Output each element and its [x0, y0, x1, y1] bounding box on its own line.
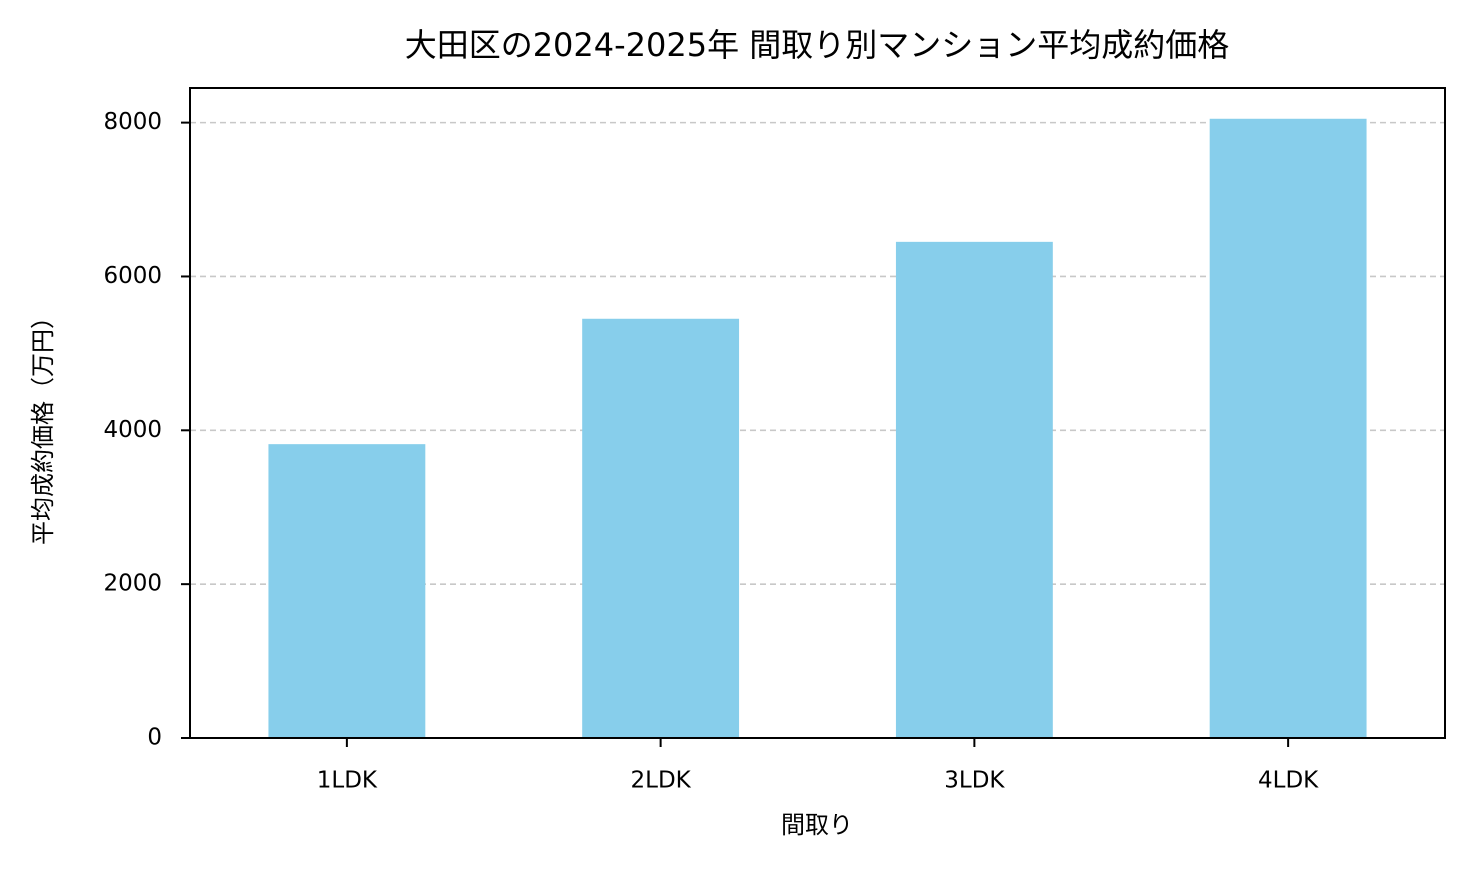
chart-title: 大田区の2024-2025年 間取り別マンション平均成約価格 — [405, 26, 1230, 64]
bar — [895, 241, 1053, 738]
y-tick-label: 6000 — [103, 263, 162, 289]
y-axis-label: 平均成約価格（万円） — [29, 305, 57, 545]
x-axis-label: 間取り — [781, 811, 853, 839]
x-tick-label: 3LDK — [944, 768, 1005, 794]
y-tick-label: 8000 — [103, 109, 162, 135]
plot-frame — [189, 87, 1446, 739]
y-tick-label: 0 — [147, 725, 162, 751]
y-tick-label: 2000 — [103, 571, 162, 597]
bar — [582, 318, 740, 738]
bar — [268, 444, 426, 738]
x-tick-label: 1LDK — [317, 768, 378, 794]
x-tick-label: 4LDK — [1258, 768, 1319, 794]
x-tick-label: 2LDK — [631, 768, 692, 794]
bar — [1209, 118, 1367, 739]
y-tick-label: 4000 — [103, 417, 162, 443]
